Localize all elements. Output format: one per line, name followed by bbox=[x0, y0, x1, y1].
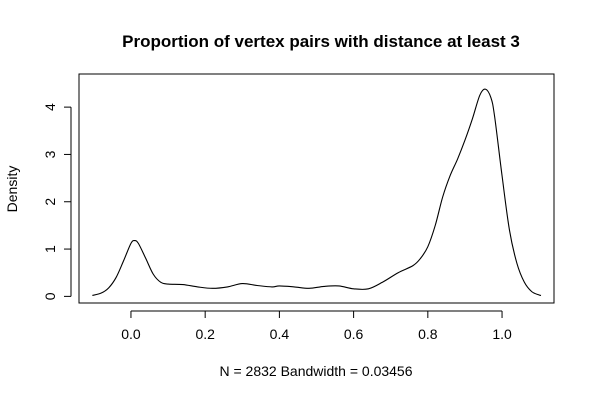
chart-title: Proportion of vertex pairs with distance… bbox=[122, 32, 520, 51]
y-axis: 0 1 2 3 4 bbox=[42, 103, 72, 300]
plot-frame bbox=[78, 73, 555, 304]
x-tick-label: 0.6 bbox=[344, 326, 364, 342]
x-tick-label: 0.8 bbox=[418, 326, 438, 342]
y-tick-label: 4 bbox=[42, 103, 58, 111]
density-curve bbox=[92, 88, 542, 296]
y-tick-label: 1 bbox=[42, 245, 58, 253]
y-axis-label: Density bbox=[4, 166, 20, 213]
y-tick-label: 3 bbox=[42, 150, 58, 158]
x-tick-label: 0.2 bbox=[195, 326, 215, 342]
x-axis: 0.0 0.2 0.4 0.6 0.8 1.0 bbox=[121, 310, 512, 342]
x-tick-label: 1.0 bbox=[492, 326, 512, 342]
x-tick-label: 0.4 bbox=[270, 326, 290, 342]
y-tick-label: 2 bbox=[42, 198, 58, 206]
y-tick-label: 0 bbox=[42, 292, 58, 300]
x-tick-label: 0.0 bbox=[121, 326, 141, 342]
x-axis-label: N = 2832 Bandwidth = 0.03456 bbox=[219, 363, 412, 379]
